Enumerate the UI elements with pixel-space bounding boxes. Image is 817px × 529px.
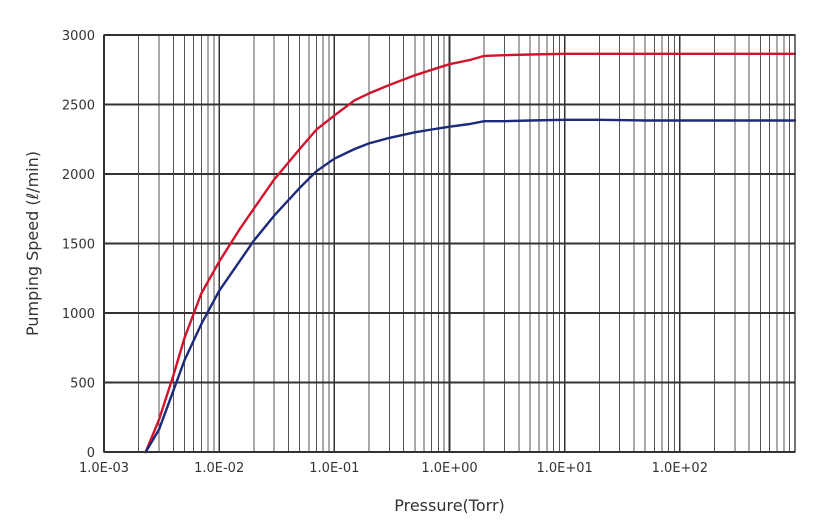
y-tick-label: 500 xyxy=(70,377,95,392)
series-line-2 xyxy=(144,118,797,454)
y-tick-label: 3000 xyxy=(62,29,95,44)
x-axis-title: Pressure(Torr) xyxy=(394,496,505,515)
y-tick-label: 1500 xyxy=(62,238,95,253)
x-axis-tick-labels: 1.0E-03 1.0E-02 1.0E-01 1.0E+00 1.0E+01 1.0E+… xyxy=(79,461,708,476)
grid xyxy=(103,34,795,453)
plot-frame xyxy=(103,34,796,453)
y-tick-label: 1000 xyxy=(62,307,95,322)
y-tick-label: 2000 xyxy=(62,168,95,183)
x-tick-label: 1.0E+02 xyxy=(652,461,708,476)
x-tick-label: 1.0E+00 xyxy=(421,461,477,476)
x-tick-label: 1.0E+01 xyxy=(537,461,593,476)
y-axis-tick-labels: 0 500 1000 1500 2000 2500 3000 xyxy=(62,29,95,461)
series-lines xyxy=(144,52,797,454)
y-tick-label: 2500 xyxy=(62,99,95,114)
x-tick-label: 1.0E-01 xyxy=(309,461,359,476)
y-axis-title: Pumping Speed (ℓ/min) xyxy=(23,151,42,336)
series-line-1 xyxy=(144,52,797,454)
x-tick-label: 1.0E-03 xyxy=(79,461,129,476)
y-tick-label: 0 xyxy=(87,446,95,461)
x-tick-label: 1.0E-02 xyxy=(194,461,244,476)
